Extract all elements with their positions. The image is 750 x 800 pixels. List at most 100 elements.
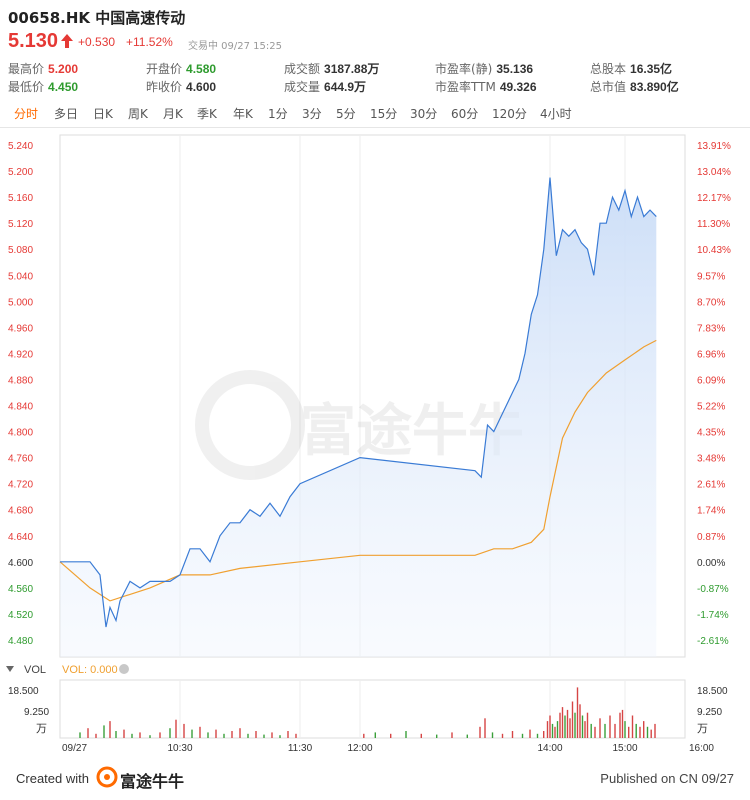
- y-tick-label: 5.160: [8, 193, 33, 204]
- volume-bar: [569, 718, 571, 738]
- x-tick-label: 11:30: [288, 743, 313, 754]
- y-tick-label: 4.960: [8, 323, 33, 334]
- intraday-chart[interactable]: 富途牛牛 5.2405.2005.1605.1205.0805.0405.000…: [0, 128, 750, 760]
- volume-bar: [390, 733, 392, 738]
- y-tick-label: 4.720: [8, 480, 33, 491]
- y-tick-label: 5.080: [8, 245, 33, 256]
- y-tick-label: 4.840: [8, 402, 33, 413]
- volume-bar: [529, 729, 531, 738]
- tab-4hour[interactable]: 4小时: [540, 107, 572, 121]
- vol-right-unit: 万: [697, 722, 708, 735]
- volume-bar: [191, 729, 193, 738]
- volume-bar: [420, 733, 422, 738]
- volume-bar: [79, 732, 81, 738]
- volume-bars: [79, 687, 656, 738]
- y-tick-pct-label: 11.30%: [697, 219, 730, 230]
- price-line: [60, 177, 657, 628]
- y-tick-label: 5.200: [8, 167, 33, 178]
- volume-bar: [295, 733, 297, 738]
- y-tick-label: 5.040: [8, 271, 33, 282]
- tab-3min[interactable]: 3分: [302, 107, 322, 121]
- volume-bar: [646, 726, 649, 738]
- tab-60min[interactable]: 60分: [451, 107, 479, 121]
- tab-intraday[interactable]: 分时: [14, 107, 39, 121]
- volume-bar: [131, 733, 133, 738]
- vol-settings-icon[interactable]: [119, 664, 129, 674]
- tab-120min[interactable]: 120分: [492, 107, 527, 121]
- tab-week-k[interactable]: 周K: [128, 107, 148, 121]
- x-tick-label: 16:00: [689, 743, 714, 754]
- tab-30min[interactable]: 30分: [410, 107, 438, 121]
- y-tick-pct-label: 6.09%: [697, 375, 725, 386]
- volume-bar: [643, 721, 645, 738]
- volume-bar: [619, 712, 621, 738]
- y-tick-pct-label: 1.74%: [697, 506, 725, 517]
- volume-bar: [584, 721, 586, 738]
- volume-bar: [175, 719, 177, 738]
- volume-bar: [123, 729, 125, 738]
- volume-bar: [115, 731, 117, 738]
- volume-bar: [159, 732, 161, 738]
- y-tick-pct-label: 2.61%: [697, 480, 725, 491]
- footer-brand: 富途牛牛: [120, 772, 185, 791]
- y-tick-label: 4.480: [8, 636, 33, 647]
- volume-bar: [586, 712, 589, 738]
- volume-bar: [631, 715, 634, 738]
- volume-bar: [511, 731, 514, 738]
- tab-multi-day[interactable]: 多日: [54, 107, 79, 121]
- stat-pe-static: 市盈率(静) 35.136: [435, 62, 534, 76]
- vol-left-unit: 万: [36, 722, 47, 735]
- price-change: +0.530: [78, 35, 116, 49]
- volume-bar: [543, 731, 545, 738]
- vol-right-tick-2: 9.250: [697, 707, 722, 718]
- y-tick-pct-label: 5.22%: [697, 402, 725, 413]
- volume-bar: [566, 709, 569, 738]
- tab-5min[interactable]: 5分: [336, 107, 356, 121]
- volume-bar: [559, 712, 561, 738]
- stock-symbol: 00658.HK: [8, 9, 91, 27]
- volume-plot-frame: [59, 679, 686, 739]
- volume-bar: [501, 733, 504, 738]
- volume-bar: [546, 721, 549, 738]
- volume-bar: [554, 726, 556, 738]
- collapse-triangle-icon[interactable]: [6, 666, 14, 672]
- tab-year-k[interactable]: 年K: [233, 107, 253, 121]
- volume-bar: [103, 725, 105, 738]
- volume-bar: [594, 726, 596, 738]
- y-tick-pct-label: 8.70%: [697, 297, 725, 308]
- volume-bar: [549, 715, 551, 738]
- y-tick-pct-label: 13.04%: [697, 167, 731, 178]
- volume-bar: [604, 723, 606, 738]
- volume-bar: [590, 723, 592, 738]
- volume-bar: [199, 726, 201, 738]
- volume-bar: [183, 723, 185, 738]
- volume-bar: [279, 735, 281, 738]
- stat-mktcap: 总市值 83.890亿: [590, 80, 679, 94]
- volume-bar: [169, 728, 171, 738]
- tab-month-k[interactable]: 月K: [163, 107, 183, 121]
- y-tick-label: 4.880: [8, 375, 33, 386]
- y-tick-pct-label: 6.96%: [697, 349, 725, 360]
- stat-open: 开盘价 4.580: [146, 62, 217, 76]
- tab-1min[interactable]: 1分: [268, 107, 288, 121]
- volume-bar: [551, 723, 554, 738]
- tab-quarter-k[interactable]: 季K: [197, 107, 217, 121]
- y-tick-label: 4.640: [8, 532, 33, 543]
- period-tabs: 分时 多日 日K 周K 月K 季K 年K 1分 3分 5分 15分 30分 60…: [0, 101, 750, 128]
- volume-bar: [363, 733, 365, 738]
- volume-bar: [579, 704, 581, 738]
- volume-bar: [255, 731, 257, 738]
- y-tick-pct-label: 7.83%: [697, 323, 725, 334]
- vol-right-tick-1: 18.500: [697, 686, 728, 697]
- volume-bar: [109, 721, 111, 738]
- volume-bar: [479, 726, 481, 738]
- stock-name: 中国高速传动: [95, 9, 186, 27]
- y-tick-label: 4.560: [8, 584, 33, 595]
- volume-bar: [436, 734, 438, 738]
- tab-15min[interactable]: 15分: [370, 107, 398, 121]
- tab-day-k[interactable]: 日K: [93, 107, 113, 121]
- watermark-logo-icon: [195, 370, 305, 480]
- y-tick-pct-label: 9.57%: [697, 271, 725, 282]
- volume-bar: [564, 715, 566, 738]
- volume-bar: [561, 707, 564, 738]
